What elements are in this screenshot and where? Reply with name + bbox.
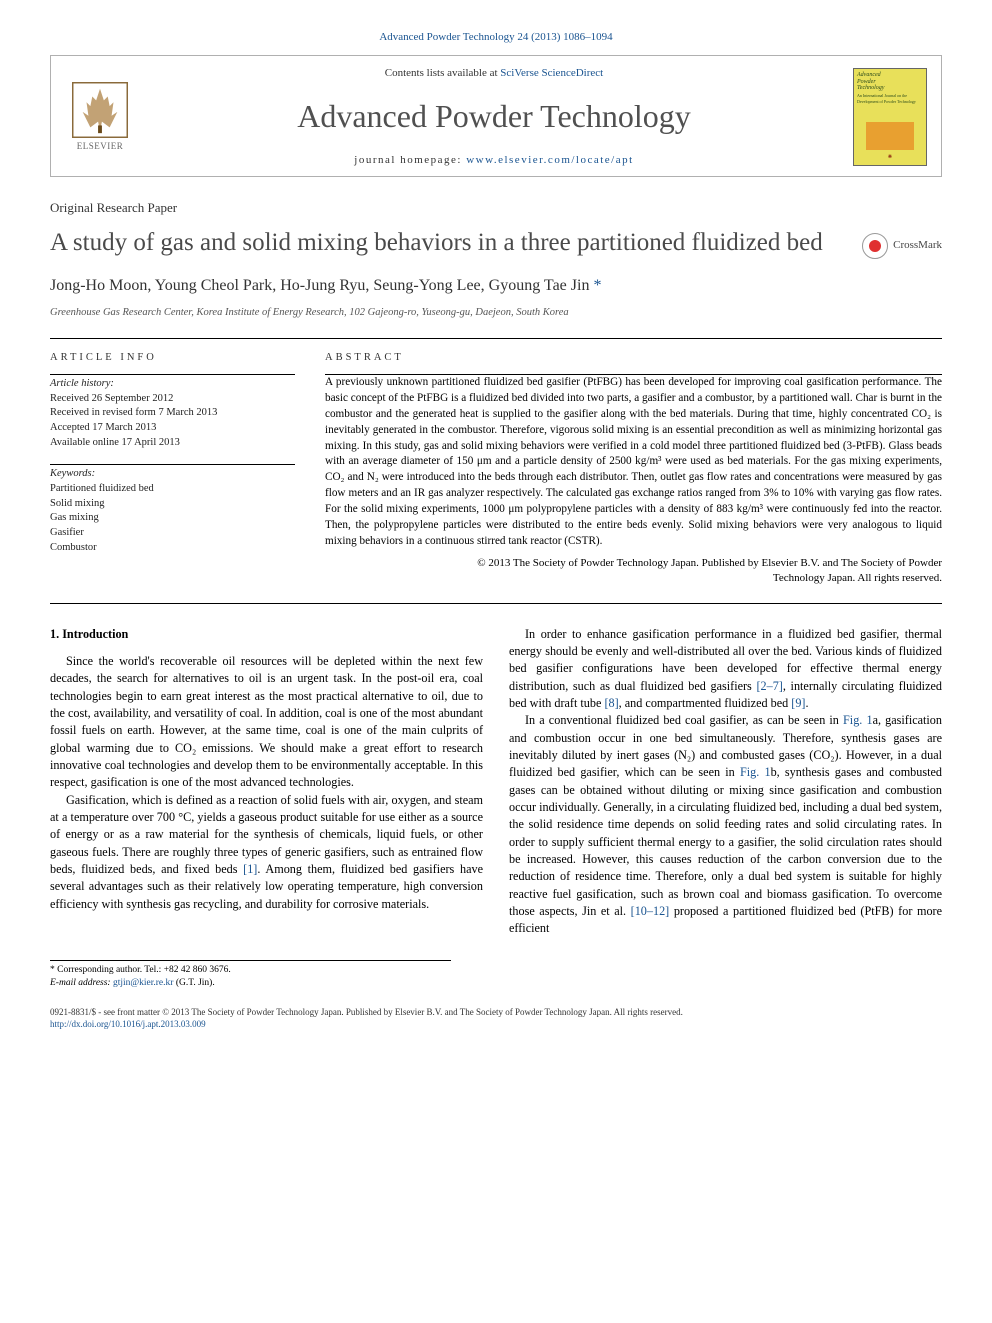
footer-issn: 0921-8831/$ - see front matter © 2013 Th…	[50, 1006, 942, 1018]
copyright-2: Technology Japan. All rights reserved.	[773, 572, 942, 584]
corresponding-marker[interactable]: *	[593, 277, 601, 294]
body-text: efficiency with synthesis gas recycling,…	[50, 897, 429, 911]
corresponding-author-note: * Corresponding author. Tel.: +82 42 860…	[50, 960, 451, 991]
history-online: Available online 17 April 2013	[50, 436, 295, 451]
body-two-column: 1. Introduction Since the world's recove…	[50, 626, 942, 938]
doi-link[interactable]: http://dx.doi.org/10.1016/j.apt.2013.03.…	[50, 1019, 206, 1029]
corr-note-text: * Corresponding author. Tel.:	[50, 965, 164, 975]
keyword-item: Solid mixing	[50, 497, 295, 512]
cover-figure-icon	[866, 122, 914, 150]
body-text: In a conventional fluidized bed coal gas…	[525, 713, 843, 727]
body-paragraph: Gasification, which is defined as a reac…	[50, 792, 483, 913]
journal-homepage-line: journal homepage: www.elsevier.com/locat…	[149, 153, 839, 168]
figure-link[interactable]: Fig. 1	[740, 765, 771, 779]
cover-title-3: Technology	[857, 85, 923, 92]
keyword-item: Gas mixing	[50, 511, 295, 526]
article-title: A study of gas and solid mixing behavior…	[50, 227, 842, 258]
abstract-text: A previously unknown partitioned fluidiz…	[325, 375, 942, 550]
citation-link[interactable]: [1]	[243, 862, 257, 876]
body-paragraph: Since the world's recoverable oil resour…	[50, 653, 483, 792]
citation-link[interactable]: [9]	[791, 696, 805, 710]
page-footer: 0921-8831/$ - see front matter © 2013 Th…	[50, 1006, 942, 1030]
journal-cover-thumbnail: Advanced Powder Technology An Internatio…	[853, 68, 927, 166]
contents-available-line: Contents lists available at SciVerse Sci…	[149, 66, 839, 81]
divider-bottom	[50, 603, 942, 604]
corr-email-link[interactable]: gtjin@kier.re.kr	[113, 978, 173, 988]
article-info-heading: ARTICLE INFO	[50, 351, 295, 366]
divider-meta-1	[50, 374, 295, 375]
authors-line: Jong-Ho Moon, Young Cheol Park, Ho-Jung …	[50, 275, 942, 297]
journal-header: ELSEVIER Contents lists available at Sci…	[50, 55, 942, 177]
divider-meta-2	[50, 464, 295, 465]
history-label: Article history:	[50, 377, 295, 392]
body-paragraph: In order to enhance gasification perform…	[509, 626, 942, 713]
crossmark-icon	[862, 233, 888, 259]
citation-link[interactable]: [8]	[604, 696, 618, 710]
copyright-line: © 2013 The Society of Powder Technology …	[325, 556, 942, 587]
email-label: E-mail address:	[50, 978, 113, 988]
history-revised: Received in revised form 7 March 2013	[50, 406, 295, 421]
abstract-column: ABSTRACT A previously unknown partitione…	[325, 351, 942, 586]
journal-reference: Advanced Powder Technology 24 (2013) 108…	[50, 30, 942, 45]
contents-prefix: Contents lists available at	[385, 67, 500, 79]
elsevier-tree-icon	[72, 82, 128, 138]
crossmark-badge[interactable]: CrossMark	[862, 233, 942, 259]
authors-names: Jong-Ho Moon, Young Cheol Park, Ho-Jung …	[50, 277, 589, 294]
journal-homepage-link[interactable]: www.elsevier.com/locate/apt	[466, 154, 633, 166]
divider-top	[50, 338, 942, 339]
history-accepted: Accepted 17 March 2013	[50, 421, 295, 436]
journal-name: Advanced Powder Technology	[149, 94, 839, 139]
corr-note-suffix: .	[228, 965, 230, 975]
keywords-label: Keywords:	[50, 467, 295, 482]
affiliation: Greenhouse Gas Research Center, Korea In…	[50, 306, 942, 321]
cover-title-2: Powder	[857, 79, 923, 86]
keyword-item: Combustor	[50, 541, 295, 556]
body-paragraph: In a conventional fluidized bed coal gas…	[509, 712, 942, 937]
corr-email-suffix: (G.T. Jin).	[173, 978, 214, 988]
body-text: b, synthesis gases and combusted gases c…	[509, 765, 942, 918]
journal-reference-link[interactable]: Advanced Powder Technology 24 (2013) 108…	[379, 31, 612, 43]
keyword-item: Partitioned fluidized bed	[50, 482, 295, 497]
body-text: , and compartmented fluidized bed	[619, 696, 792, 710]
cover-title-1: Advanced	[857, 72, 923, 79]
elsevier-logo: ELSEVIER	[65, 77, 135, 157]
cover-logo-icon: ❋	[857, 154, 923, 161]
corr-tel: +82 42 860 3676	[164, 965, 229, 975]
elsevier-label: ELSEVIER	[77, 140, 124, 153]
homepage-prefix: journal homepage:	[354, 154, 466, 166]
citation-link[interactable]: [2–7]	[756, 679, 782, 693]
cover-subline: An International Journal on the Developm…	[857, 93, 923, 104]
figure-link[interactable]: Fig. 1	[843, 713, 873, 727]
section-heading-intro: 1. Introduction	[50, 626, 483, 643]
body-text: .	[806, 696, 809, 710]
article-info-column: ARTICLE INFO Article history: Received 2…	[50, 351, 295, 586]
journal-header-center: Contents lists available at SciVerse Sci…	[149, 66, 839, 168]
copyright-1: © 2013 The Society of Powder Technology …	[477, 557, 942, 569]
article-type: Original Research Paper	[50, 199, 942, 217]
keyword-item: Gasifier	[50, 526, 295, 541]
crossmark-label: CrossMark	[893, 238, 942, 253]
history-received: Received 26 September 2012	[50, 392, 295, 407]
sciencedirect-link[interactable]: SciVerse ScienceDirect	[500, 67, 603, 79]
citation-link[interactable]: [10–12]	[631, 904, 670, 918]
abstract-heading: ABSTRACT	[325, 351, 942, 366]
